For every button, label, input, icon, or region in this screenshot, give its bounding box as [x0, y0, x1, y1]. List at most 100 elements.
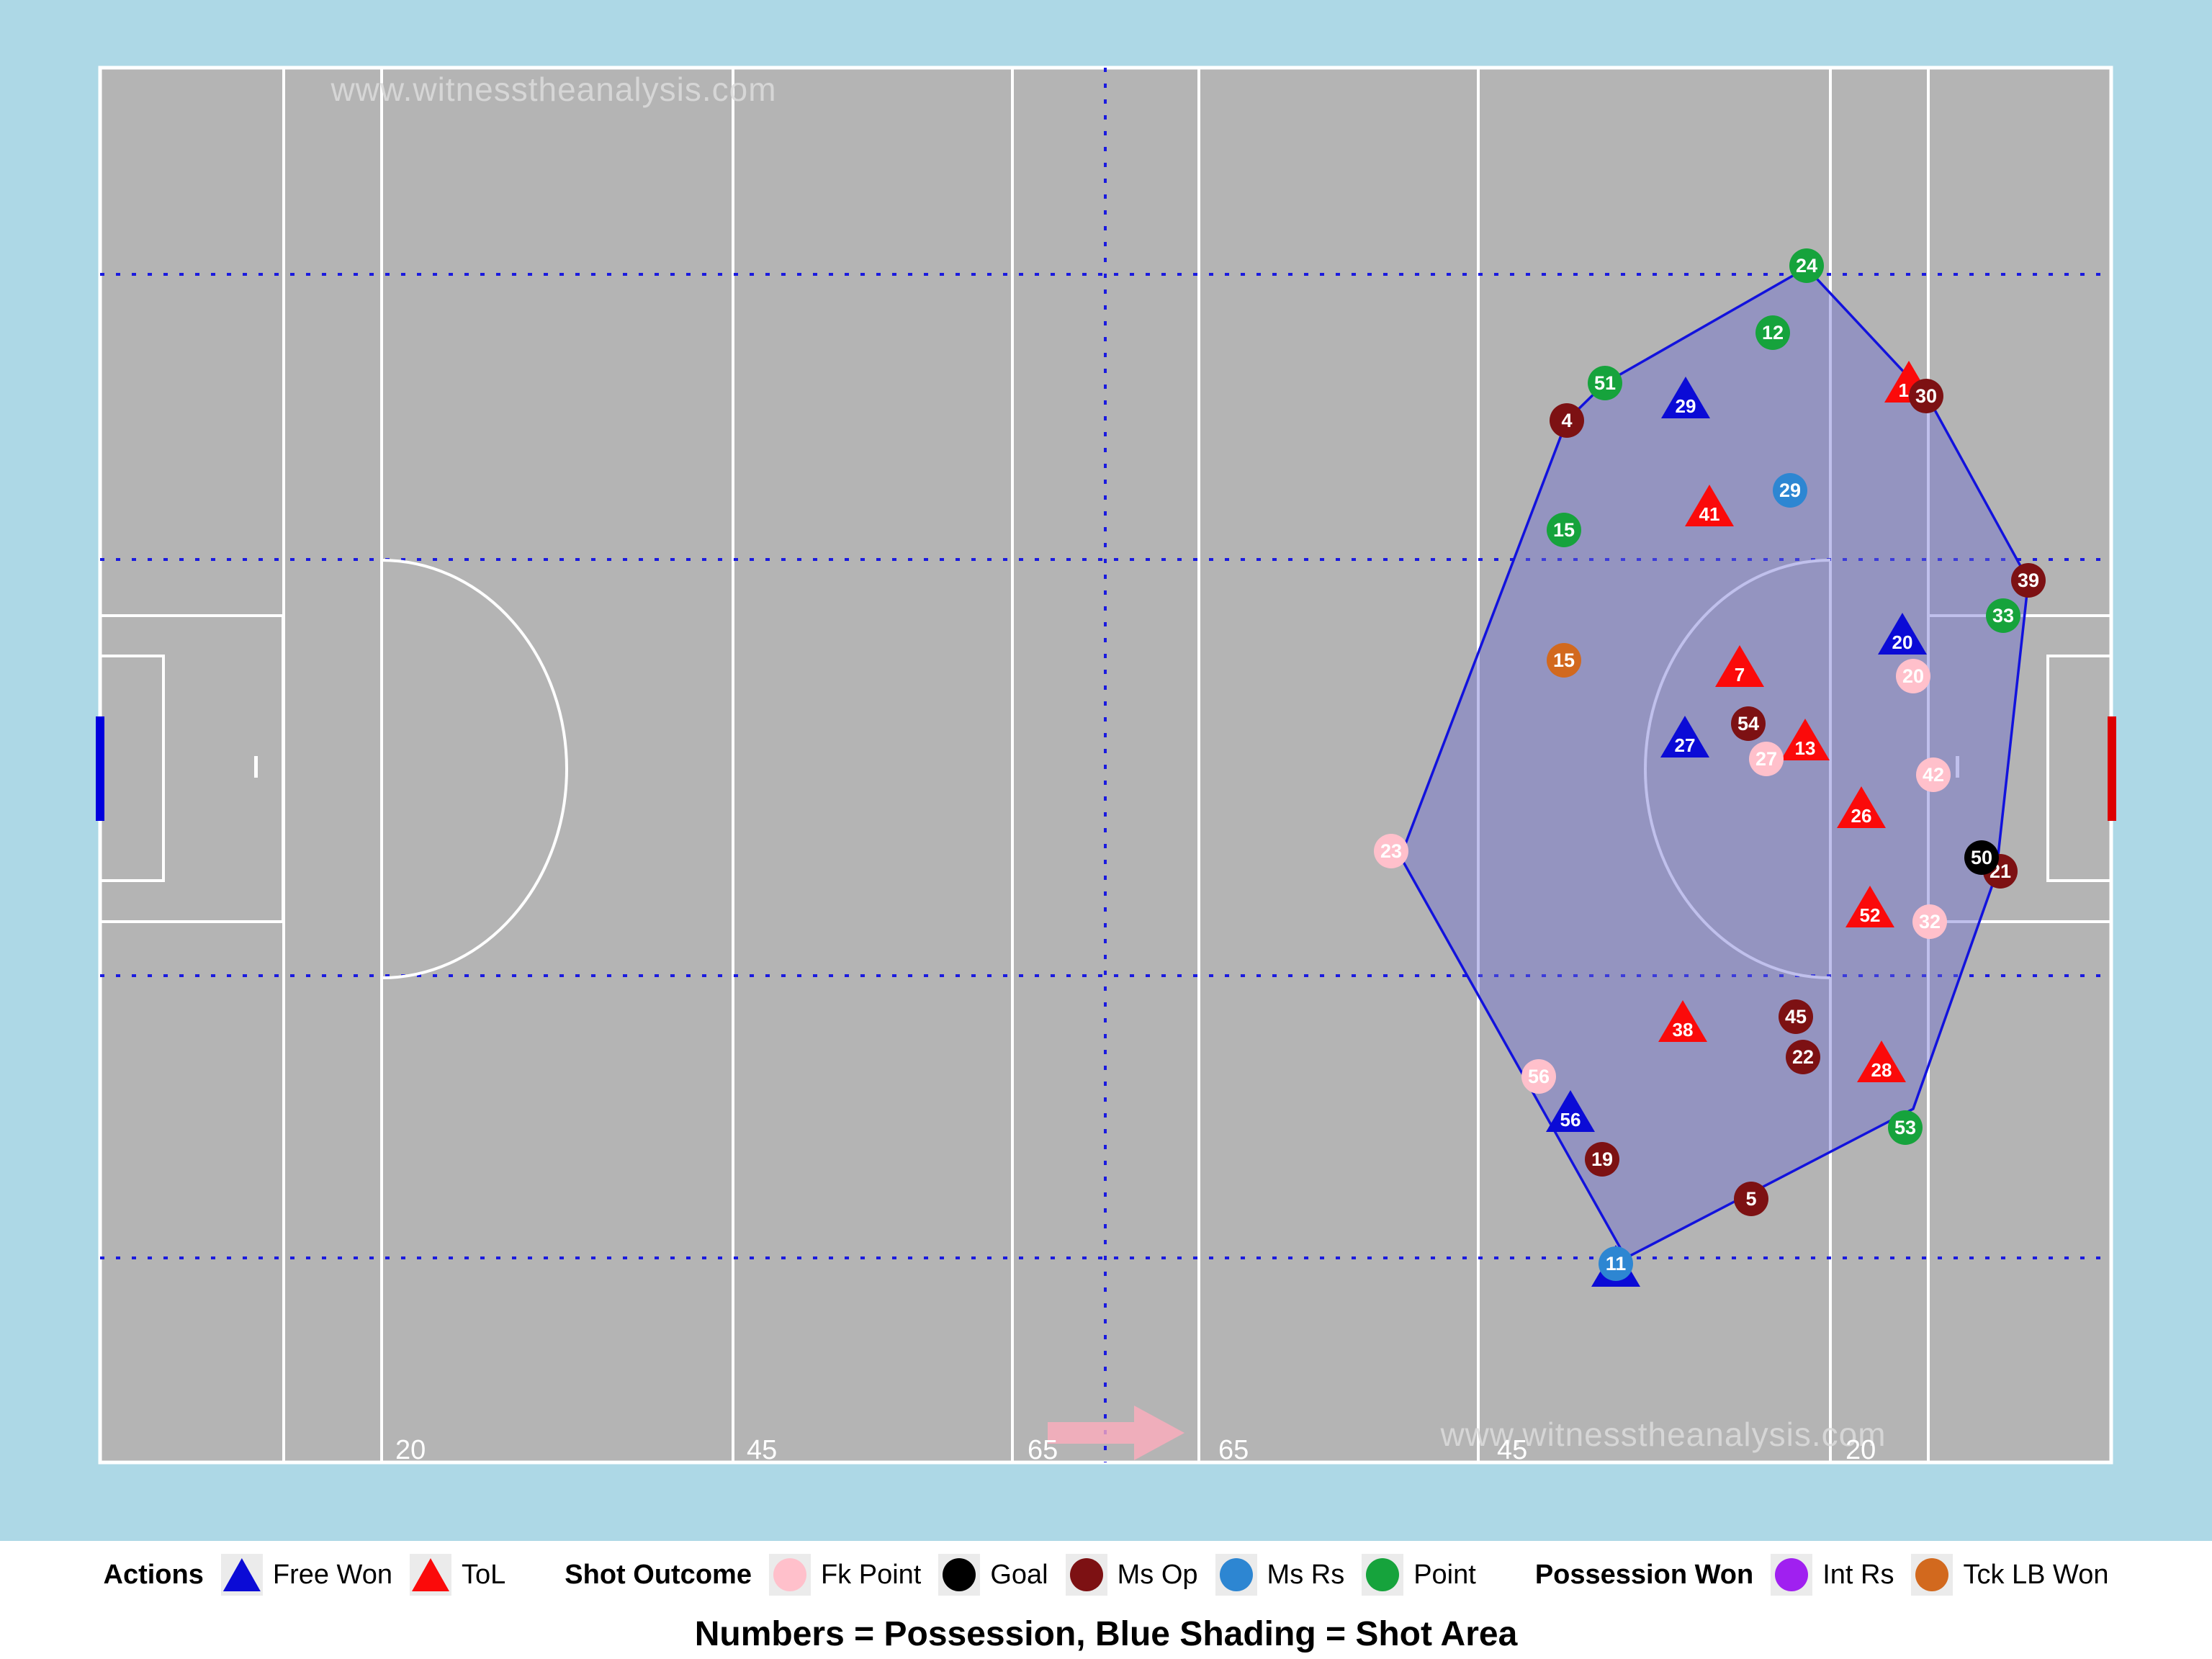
marker-circle-56: 56: [1521, 1059, 1556, 1094]
triangle-key-icon: [410, 1554, 451, 1596]
marker-circle-21: 21: [1983, 854, 2018, 889]
marker-label: 50: [1970, 847, 1993, 868]
legend-item-free-won: Free Won: [220, 1554, 392, 1596]
legend-group-possession-won: Possession Won Int Rs Tck LB Won: [1535, 1554, 2109, 1596]
left-penalty-mark: [254, 756, 258, 778]
triangle-key-icon: [220, 1554, 263, 1596]
marker-triangle-27: 27: [1660, 716, 1709, 757]
marker-label: 11: [1605, 1253, 1627, 1274]
marker-label: 19: [1591, 1148, 1614, 1170]
legend-group-title: Shot Outcome: [565, 1559, 752, 1590]
legend-item-int-rs: Int Rs: [1771, 1554, 1894, 1596]
marker-triangle-52: 52: [1845, 886, 1894, 927]
triangle-glyph-icon: [412, 1558, 449, 1591]
marker-circle-15: 15: [1547, 643, 1581, 678]
pitch-plot: www.witnesstheanalysis.com www.witnessth…: [96, 66, 2116, 1465]
marker-triangle-56: 56: [1546, 1090, 1595, 1132]
marker-label: 4: [1561, 410, 1573, 431]
circle-key-icon: [1771, 1554, 1813, 1596]
marker-triangle-13: 13: [1781, 719, 1830, 760]
marker-label: 54: [1737, 713, 1760, 734]
marker-label: 56: [1560, 1109, 1581, 1130]
marker-label: 28: [1871, 1059, 1892, 1081]
marker-triangle-38: 38: [1658, 1000, 1707, 1042]
legend-item-label: Fk Point: [820, 1559, 922, 1590]
marker-label: 26: [1851, 805, 1872, 827]
legend-item-label: Goal: [990, 1559, 1048, 1590]
marker-label: 27: [1674, 734, 1696, 756]
marker-label: 29: [1779, 480, 1802, 501]
right-goal-bar: [2108, 716, 2116, 821]
marker-circle-50: 50: [1964, 840, 1999, 875]
circle-key-icon: [768, 1554, 811, 1596]
marker-triangle-20: 20: [1878, 613, 1927, 655]
legend-row: Actions Free Won ToL Shot Outcome Fk Point Go…: [0, 1554, 2212, 1596]
circle-glyph-icon: [1915, 1558, 1949, 1591]
marker-circle-29: 29: [1773, 473, 1807, 508]
legend-item-point: Point: [1362, 1554, 1476, 1596]
marker-label: 30: [1915, 385, 1938, 407]
circle-key-icon: [1215, 1554, 1257, 1596]
left-goal-bar: [96, 716, 104, 821]
circle-glyph-icon: [943, 1558, 976, 1591]
distance-label-5: 20: [1845, 1435, 1876, 1465]
distance-label-2: 65: [1028, 1435, 1058, 1465]
markers-layer: 29 14 41 20 7 27 13 26 52 38 28 56 24 12 51 4 30 15 29 39 33…: [1374, 248, 2046, 1287]
distance-label-1: 45: [747, 1435, 778, 1465]
marker-label: 33: [1992, 605, 2015, 626]
marker-label: 56: [1527, 1066, 1550, 1087]
marker-circle-19: 19: [1585, 1142, 1619, 1177]
marker-label: 24: [1795, 255, 1818, 276]
circle-glyph-icon: [1775, 1558, 1809, 1591]
marker-label: 29: [1675, 395, 1696, 417]
marker-label: 42: [1922, 764, 1945, 786]
marker-triangle-26: 26: [1837, 786, 1886, 828]
marker-label: 5: [1745, 1188, 1757, 1210]
legend-item-ms-op: Ms Op: [1065, 1554, 1198, 1596]
circle-key-icon: [1911, 1554, 1954, 1596]
marker-circle-54: 54: [1731, 706, 1766, 741]
marker-triangle-29: 29: [1661, 377, 1710, 418]
marker-label: 7: [1734, 664, 1745, 685]
marker-label: 45: [1784, 1006, 1807, 1028]
marker-circle-33: 33: [1986, 598, 2020, 633]
marker-circle-22: 22: [1786, 1040, 1820, 1074]
marker-circle-45: 45: [1779, 999, 1813, 1034]
right-penalty-mark: [1956, 756, 1959, 778]
legend-item-label: Free Won: [272, 1559, 392, 1590]
legend: Actions Free Won ToL Shot Outcome Fk Point Go…: [0, 1541, 2212, 1659]
marker-circle-42: 42: [1916, 757, 1951, 792]
legend-group-shot-outcome: Shot Outcome Fk Point Goal Ms Op Ms Rs Point: [565, 1554, 1476, 1596]
circle-glyph-icon: [1219, 1558, 1253, 1591]
circle-key-icon: [1065, 1554, 1107, 1596]
legend-item-tck-lb-won: Tck LB Won: [1911, 1554, 2109, 1596]
marker-circle-32: 32: [1912, 904, 1947, 939]
marker-label: 12: [1761, 322, 1784, 343]
marker-circle-51: 51: [1588, 366, 1622, 400]
legend-group-title: Actions: [103, 1559, 204, 1590]
watermark-bottom: www.witnesstheanalysis.com: [1440, 1416, 1887, 1453]
legend-item-goal: Goal: [938, 1554, 1048, 1596]
marker-circle-5: 5: [1734, 1182, 1768, 1216]
marker-label: 13: [1794, 737, 1816, 759]
circle-key-icon: [938, 1554, 981, 1596]
marker-label: 53: [1894, 1117, 1917, 1138]
marker-triangle-28: 28: [1857, 1040, 1906, 1082]
marker-label: 39: [2017, 570, 2040, 591]
legend-item-label: Ms Rs: [1267, 1559, 1345, 1590]
legend-item-label: ToL: [462, 1559, 506, 1590]
circle-glyph-icon: [1069, 1558, 1103, 1591]
marker-label: 52: [1859, 904, 1881, 926]
marker-label: 51: [1593, 372, 1617, 394]
marker-label: 32: [1918, 911, 1941, 932]
watermark-top: www.witnesstheanalysis.com: [331, 71, 777, 108]
legend-group-actions: Actions Free Won ToL: [103, 1554, 505, 1596]
marker-label: 22: [1791, 1046, 1815, 1068]
caption: Numbers = Possession, Blue Shading = Sho…: [694, 1615, 1518, 1653]
legend-item-tol: ToL: [410, 1554, 505, 1596]
right-arc: [1644, 559, 1831, 979]
marker-circle-4: 4: [1550, 403, 1584, 438]
marker-circle-24: 24: [1789, 248, 1824, 283]
marker-circle-23: 23: [1374, 834, 1408, 868]
